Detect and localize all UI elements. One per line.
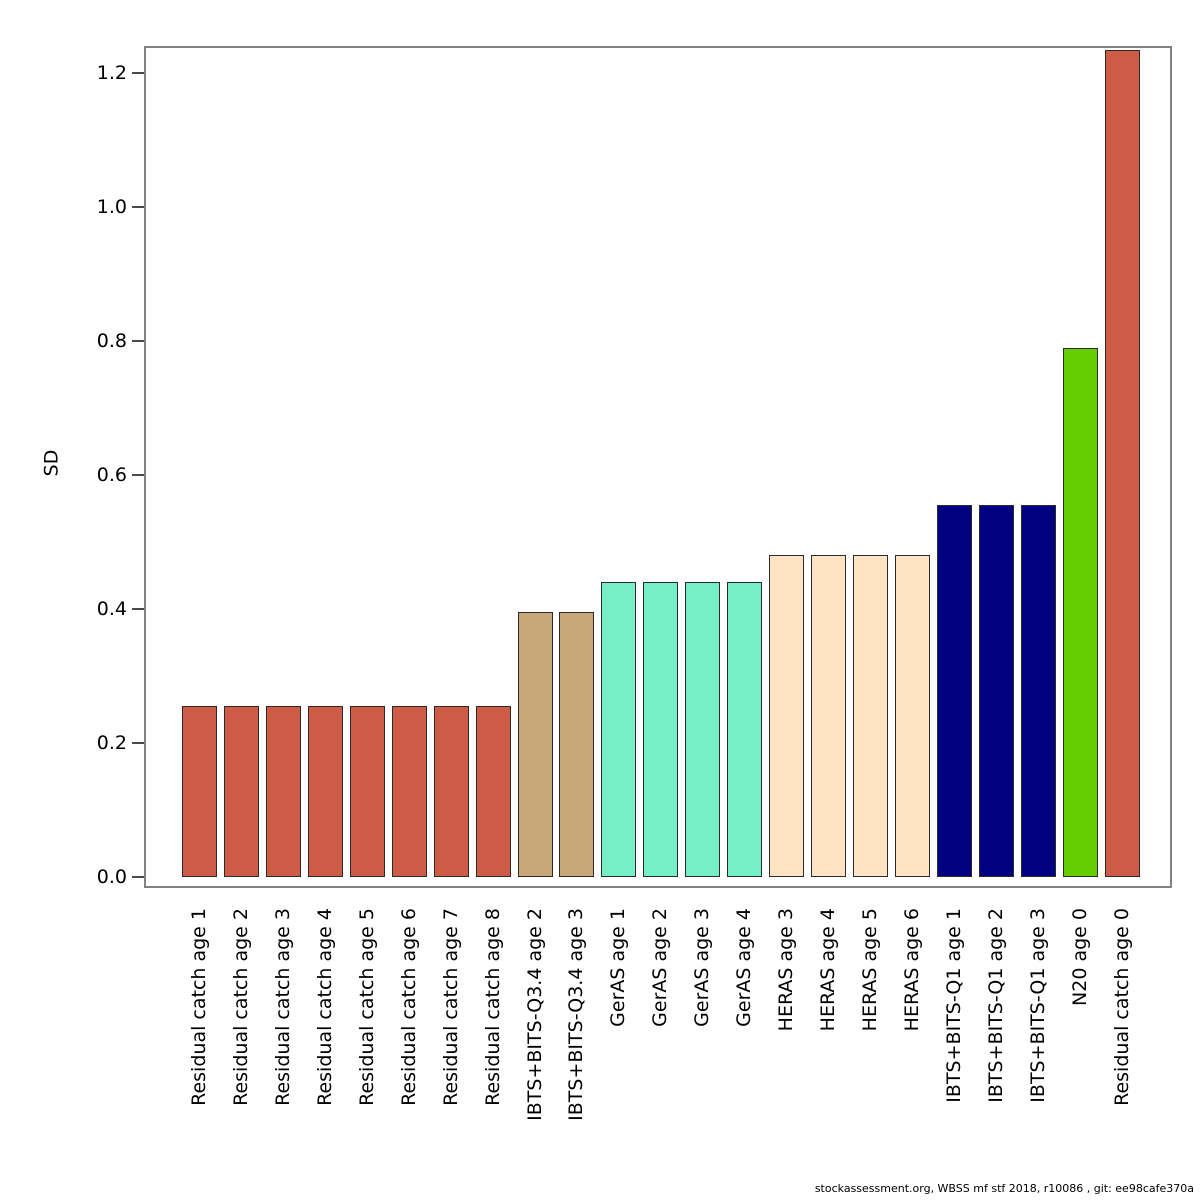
bar [1020,505,1056,877]
bar [517,612,553,877]
x-tick-label: GerAS age 2 [649,908,672,1027]
y-axis-title: SD [40,449,63,477]
bar [769,555,805,877]
y-tick-mark [132,876,144,878]
bar [1062,347,1098,877]
bar [936,505,972,877]
x-tick-label: Residual catch age 8 [481,908,504,1106]
x-tick-label: IBTS+BITS-Q1 age 1 [942,908,965,1103]
y-tick-mark [132,474,144,476]
y-tick-mark [132,72,144,74]
y-tick-mark [132,206,144,208]
y-tick-label: 0.0 [96,866,127,888]
y-tick-mark [132,742,144,744]
bar [433,706,469,877]
y-tick-label: 0.8 [96,330,127,352]
x-tick-label: HERAS age 4 [817,908,840,1032]
bar [182,706,217,877]
x-tick-label: GerAS age 4 [733,908,756,1027]
y-tick-label: 0.4 [96,598,127,620]
bar [894,555,930,877]
x-tick-label: IBTS+BITS-Q1 age 2 [984,908,1007,1103]
x-tick-label: GerAS age 1 [607,908,630,1027]
bar [349,706,385,877]
x-tick-label: N20 age 0 [1068,908,1091,1006]
bar [643,582,679,877]
x-tick-label: IBTS+BITS-Q3.4 age 3 [565,908,588,1121]
x-tick-label: GerAS age 3 [691,908,714,1027]
x-tick-label: Residual catch age 6 [397,908,420,1106]
bar [475,706,511,877]
x-tick-label: Residual catch age 5 [355,908,378,1106]
bar [1104,49,1140,877]
y-tick-label: 0.2 [96,732,127,754]
bar [223,706,259,877]
x-tick-label: IBTS+BITS-Q3.4 age 2 [523,908,546,1121]
x-tick-label: HERAS age 5 [859,908,882,1032]
y-tick-label: 1.2 [96,62,127,84]
bar [853,555,889,877]
x-tick-label: Residual catch age 3 [271,908,294,1106]
footer-caption: stockassessment.org, WBSS mf stf 2018, r… [814,1182,1194,1195]
bar [307,706,343,877]
y-tick-label: 0.6 [96,464,127,486]
x-tick-label: Residual catch age 4 [313,908,336,1106]
x-tick-label: HERAS age 3 [775,908,798,1032]
bar [978,505,1014,877]
x-tick-label: Residual catch age 1 [188,908,210,1106]
x-tick-label: Residual catch age 7 [439,908,462,1106]
x-tick-label: Residual catch age 0 [1110,908,1133,1106]
x-tick-label: IBTS+BITS-Q1 age 3 [1026,908,1049,1103]
bar [727,582,763,877]
bar [559,612,595,877]
bar [811,555,847,877]
y-tick-label: 1.0 [96,196,127,218]
bar [601,582,637,877]
bar [685,582,721,877]
y-tick-mark [132,608,144,610]
x-tick-label: HERAS age 6 [900,908,923,1032]
y-tick-mark [132,340,144,342]
bar [391,706,427,877]
bar [265,706,301,877]
x-tick-label: Residual catch age 2 [229,908,252,1106]
